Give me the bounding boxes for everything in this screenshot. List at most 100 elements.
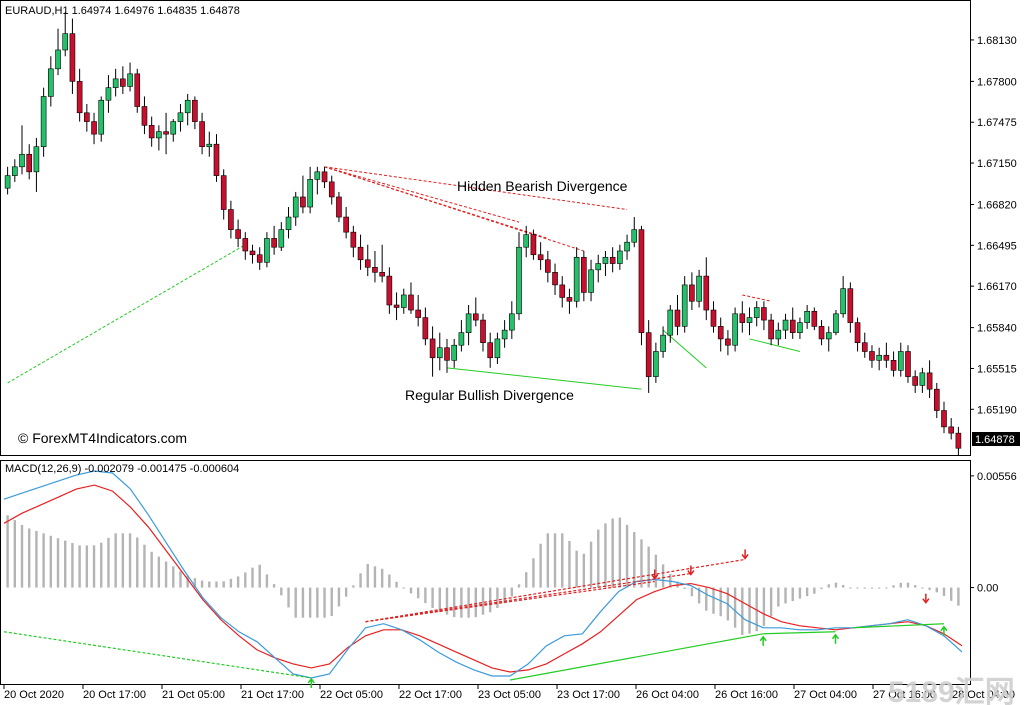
candle — [703, 257, 710, 321]
time-tick-label: 26 Oct 16:00 — [715, 689, 778, 701]
candle — [552, 263, 558, 295]
candle — [235, 219, 241, 248]
candle-body — [91, 121, 97, 135]
time-tick-label: 28 Oct 04:00 — [952, 689, 1015, 701]
histogram-bar — [791, 587, 794, 602]
candle — [364, 244, 371, 277]
candle — [797, 317, 803, 339]
histogram-bar — [899, 582, 902, 588]
candle-body — [458, 332, 465, 346]
candle — [278, 222, 285, 251]
price-tick-label: 1.68130 — [977, 35, 1017, 47]
candle-body — [400, 294, 407, 308]
histogram-bar — [957, 587, 960, 606]
macd-line — [3, 470, 963, 679]
candle-body — [415, 309, 421, 318]
histogram-bar — [20, 524, 24, 588]
histogram-bar — [200, 580, 204, 588]
candle — [357, 234, 364, 270]
macd-tick-label: 0.00 — [977, 583, 998, 595]
histogram-bar — [496, 587, 499, 609]
candle — [48, 56, 54, 107]
candle — [775, 322, 782, 346]
candle — [696, 269, 702, 308]
macd-divergence-line — [510, 633, 764, 681]
histogram-bar — [71, 543, 74, 588]
candle — [638, 225, 645, 346]
price-divergence-line — [749, 338, 801, 352]
candle-body — [451, 344, 457, 361]
histogram-bar — [272, 584, 276, 588]
histogram-bar — [568, 540, 571, 588]
candle — [292, 191, 299, 226]
candle-body — [725, 338, 731, 346]
candle — [681, 276, 688, 333]
histogram-bar — [777, 587, 780, 607]
histogram-bar — [287, 587, 290, 608]
candle-body — [653, 351, 659, 377]
arrow-up-icon — [759, 635, 767, 646]
histogram-bar — [337, 587, 341, 607]
macd-lines — [3, 470, 963, 679]
candle-body — [588, 269, 594, 293]
candle — [559, 276, 566, 308]
candle-body — [163, 131, 169, 135]
candle-body — [840, 288, 846, 315]
candle — [26, 144, 33, 180]
histogram-bar — [460, 587, 463, 618]
candle-body — [883, 354, 890, 361]
histogram-bar — [481, 587, 485, 615]
candle — [242, 232, 249, 260]
candle — [602, 250, 609, 277]
time-tick-label: 22 Oct 17:00 — [399, 689, 462, 701]
macd-tick-label: 0.00556 — [977, 471, 1017, 483]
candle — [811, 307, 818, 331]
candle — [487, 332, 494, 368]
candle — [472, 297, 479, 327]
candle-body — [98, 99, 105, 135]
histogram-bar — [100, 542, 103, 588]
candle-body — [955, 432, 962, 449]
histogram-bar — [294, 587, 297, 618]
candle-body — [148, 125, 155, 139]
histogram-bar — [827, 584, 830, 588]
histogram-bar — [921, 587, 924, 589]
candle — [926, 360, 933, 398]
histogram-bar — [179, 571, 182, 588]
candle — [141, 96, 148, 135]
candle-body — [501, 329, 508, 340]
histogram-bar — [913, 585, 917, 588]
candle — [69, 18, 76, 94]
candle-body — [134, 73, 141, 107]
histogram-bar — [28, 528, 31, 588]
candle-body — [494, 338, 501, 359]
histogram-bar — [13, 520, 17, 588]
candle-body — [581, 256, 587, 293]
candle — [192, 96, 198, 130]
price-tick-label: 1.65840 — [977, 323, 1017, 335]
candle-body — [624, 241, 630, 252]
candle — [336, 191, 342, 223]
candle-body — [645, 332, 652, 377]
candle-body — [127, 73, 133, 87]
histogram-bar — [906, 582, 910, 588]
candle — [177, 103, 184, 132]
histogram-bar — [942, 587, 946, 596]
candle — [609, 247, 616, 273]
candle — [206, 131, 213, 157]
histogram-bar — [6, 515, 9, 588]
histogram-bar — [863, 587, 866, 589]
histogram-bar — [697, 587, 701, 604]
candle — [674, 294, 681, 336]
candle-body — [602, 256, 609, 264]
histogram-bar — [323, 587, 326, 618]
candle-body — [617, 250, 623, 264]
candle-body — [76, 81, 83, 114]
histogram-bar — [935, 587, 938, 593]
histogram-bar — [553, 533, 557, 588]
candle-body — [861, 342, 868, 352]
candle-body — [746, 317, 753, 323]
time-tick-label: 21 Oct 17:00 — [241, 689, 304, 701]
candle-body — [897, 351, 904, 371]
price-tick-label: 1.65190 — [977, 404, 1017, 416]
